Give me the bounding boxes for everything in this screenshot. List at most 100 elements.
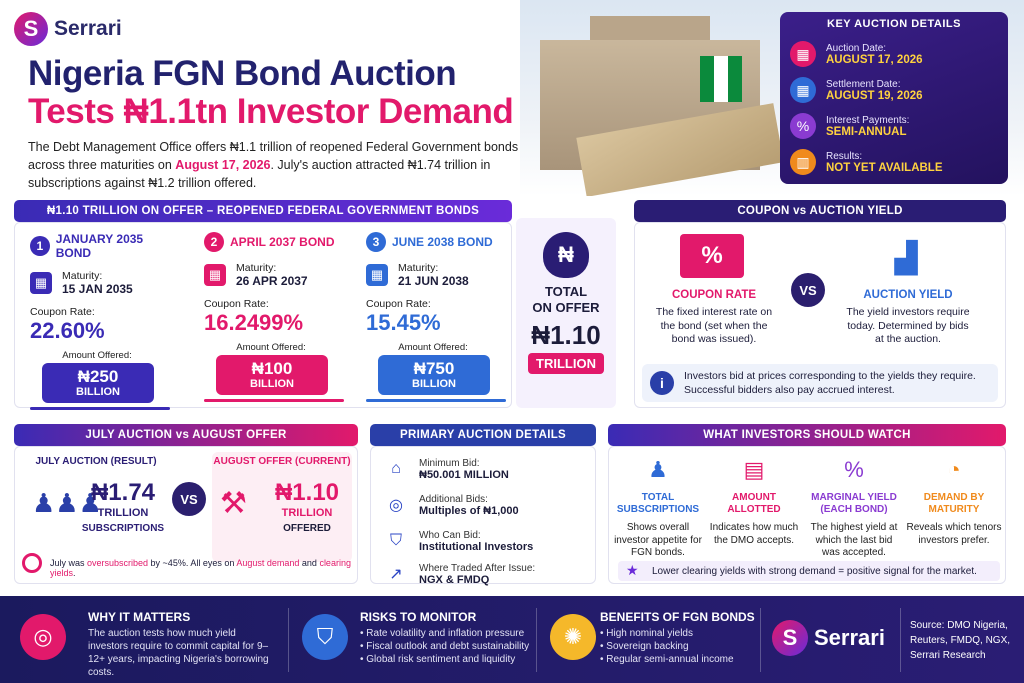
bond-number: 1 bbox=[30, 236, 50, 256]
flag-icon-green-left bbox=[700, 56, 714, 102]
watch-demand-by-maturity: ◔ DEMAND BY MATURITY Reveals which tenor… bbox=[906, 452, 1002, 547]
shield-check-icon: ⛉ bbox=[389, 532, 402, 549]
auction-yield-text: The yield investors require today. Deter… bbox=[846, 306, 970, 345]
brand-logo: S Serrari bbox=[14, 12, 122, 46]
bond-name: APRIL 2037 BOND bbox=[230, 235, 335, 249]
bond-1: 1 JANUARY 2035 BOND ▦ Maturity: 15 JAN 203… bbox=[30, 232, 180, 410]
key-detail-settlement-date: ▦ Settlement Date: AUGUST 19, 2026 bbox=[790, 72, 998, 108]
serrari-logo-icon: S bbox=[14, 12, 48, 46]
key-detail-results: ▥ Results: NOT YET AVAILABLE bbox=[790, 144, 998, 180]
people-group-icon: ♟ bbox=[648, 457, 668, 482]
bond-number: 3 bbox=[366, 232, 386, 252]
flag-icon-green-right bbox=[728, 56, 742, 102]
august-panel bbox=[212, 452, 352, 562]
document-check-icon: ▤ bbox=[743, 457, 765, 482]
coupon-rate-text: The fixed interest rate on the bond (set… bbox=[655, 306, 773, 345]
watch-marginal-yield: % MARGINAL YIELD (EACH BOND) The highest… bbox=[806, 452, 902, 560]
divider bbox=[30, 407, 170, 410]
percent-icon: % bbox=[844, 457, 864, 482]
info-note-box bbox=[642, 364, 998, 402]
footer: ◎ WHY IT MATTERS The auction tests how m… bbox=[0, 596, 1024, 683]
watch-total-subscriptions: ♟ TOTAL SUBSCRIPTIONS Shows overall inve… bbox=[610, 452, 706, 560]
offer-header: ₦1.10 TRILLION ON OFFER – REOPENED FEDER… bbox=[14, 200, 512, 222]
primary-row-additional-bids: ◎ Additional Bids: Multiples of ₦1,000 bbox=[383, 487, 583, 523]
star-icon: ★ bbox=[626, 562, 639, 578]
primary-row-traded: ↗ Where Traded After Issue: NGX & FMDQ bbox=[383, 559, 583, 589]
august-label: AUGUST OFFER (CURRENT) bbox=[213, 456, 351, 467]
watch-note: Lower clearing yields with strong demand… bbox=[652, 566, 977, 577]
coupon-rate-title: COUPON RATE bbox=[671, 289, 757, 301]
key-auction-details: KEY AUCTION DETAILS ▦ Auction Date: AUGUS… bbox=[780, 12, 1008, 184]
july-figure: ₦1.74 TRILLION SUBSCRIPTIONS bbox=[81, 479, 165, 534]
pie-chart-icon: ◔ bbox=[947, 457, 961, 482]
bond-coupon: 22.60% bbox=[30, 318, 105, 343]
july-vs-august-header: JULY AUCTION vs AUGUST OFFER bbox=[14, 424, 358, 446]
brand-name: Serrari bbox=[54, 17, 122, 40]
primary-auction-card: ⌂ Minimum Bid: ₦50.001 MILLION ◎ Additional… bbox=[370, 446, 596, 586]
bond-maturity: 26 APR 2037 bbox=[236, 274, 308, 288]
page-subtitle: Tests ₦1.1tn Investor Demand bbox=[28, 92, 514, 131]
bond-maturity: 21 JUN 2038 bbox=[398, 274, 469, 288]
primary-row-min-bid: ⌂ Minimum Bid: ₦50.001 MILLION bbox=[383, 451, 583, 487]
total-on-offer: ₦ TOTAL ON OFFER ₦1.10 TRILLION bbox=[516, 218, 616, 408]
gavel-icon: ⚒ bbox=[220, 487, 247, 520]
shield-check-icon: ⛉ bbox=[302, 614, 348, 660]
info-note-text: Investors bid at prices corresponding to… bbox=[684, 370, 976, 396]
percent-icon: % bbox=[790, 113, 816, 139]
vs-badge: VS bbox=[172, 482, 206, 516]
growth-chart-icon: ▟ bbox=[894, 241, 918, 275]
divider bbox=[760, 608, 761, 672]
key-detail-auction-date: ▦ Auction Date: AUGUST 17, 2026 bbox=[790, 36, 998, 72]
chart-icon: ▥ bbox=[790, 149, 816, 175]
flag-icon-white bbox=[714, 56, 728, 102]
divider bbox=[900, 608, 901, 672]
money-bag-icon: ₦ bbox=[543, 232, 589, 278]
watch-note-box bbox=[618, 561, 1000, 581]
bond-coupon: 16.2499% bbox=[204, 310, 304, 335]
bond-amount: ₦100 BILLION bbox=[216, 355, 328, 395]
calendar-icon: ▦ bbox=[30, 272, 52, 294]
auction-yield-title: AUCTION YIELD bbox=[863, 289, 953, 301]
july-note: July was oversubscribed by ~45%. All eye… bbox=[50, 558, 351, 578]
lightbulb-icon: ✺ bbox=[550, 614, 596, 660]
benefits-title: BENEFITS OF FGN BONDS bbox=[600, 610, 755, 624]
bank-icon: ⌂ bbox=[391, 460, 401, 477]
total-amount: ₦1.10 bbox=[531, 320, 601, 350]
divider bbox=[288, 608, 289, 672]
source-text: Source: DMO Nigeria, Reuters, FMDQ, NGX,… bbox=[910, 620, 1011, 661]
serrari-logo-icon: S bbox=[772, 620, 808, 656]
bond-name: JUNE 2038 BOND bbox=[392, 235, 493, 249]
people-group-icon: ♟♟♟ bbox=[32, 488, 102, 518]
key-details-title: KEY AUCTION DETAILS bbox=[827, 18, 961, 30]
why-text: The auction tests how much yield investo… bbox=[88, 628, 269, 678]
bond-2: 2 APRIL 2037 BOND ▦ Maturity: 26 APR 2037 … bbox=[204, 232, 354, 402]
vs-badge: VS bbox=[791, 273, 825, 307]
coupon-vs-yield-header: COUPON vs AUCTION YIELD bbox=[634, 200, 1006, 222]
info-icon: i bbox=[650, 371, 674, 395]
target-icon bbox=[22, 553, 42, 573]
calendar-icon: ▦ bbox=[204, 264, 226, 286]
intro-text: The Debt Management Office offers ₦1.1 t… bbox=[28, 140, 519, 190]
bond-amount: ₦750 BILLION bbox=[378, 355, 490, 395]
calendar-icon: ▦ bbox=[366, 264, 388, 286]
primary-row-who-can-bid: ⛉ Who Can Bid: Institutional Investors bbox=[383, 523, 583, 559]
bond-number: 2 bbox=[204, 232, 224, 252]
divider bbox=[204, 399, 344, 402]
bond-3: 3 JUNE 2038 BOND ▦ Maturity: 21 JUN 2038 C… bbox=[366, 232, 516, 402]
watch-header: WHAT INVESTORS SHOULD WATCH bbox=[608, 424, 1006, 446]
divider bbox=[536, 608, 537, 672]
why-title: WHY IT MATTERS bbox=[88, 610, 191, 624]
primary-auction-header: PRIMARY AUCTION DETAILS bbox=[370, 424, 596, 446]
bond-name: JANUARY 2035 BOND bbox=[55, 232, 144, 260]
bond-amount: ₦250 BILLION bbox=[42, 363, 154, 403]
august-figure: ₦1.10 TRILLION OFFERED bbox=[274, 479, 340, 534]
divider bbox=[366, 399, 506, 402]
risks-list: • Rate volatility and inflation pressure… bbox=[360, 628, 530, 665]
calendar-icon: ▦ bbox=[790, 77, 816, 103]
calendar-icon: ▦ bbox=[790, 41, 816, 67]
watch-amount-allotted: ▤ AMOUNT ALLOTTED Indicates how much the… bbox=[706, 452, 802, 547]
page-title: Nigeria FGN Bond Auction bbox=[28, 54, 457, 93]
trend-chart-icon: ↗ bbox=[389, 566, 403, 583]
coupon-ticket-icon: % bbox=[680, 234, 744, 278]
footer-brand: S Serrari bbox=[772, 620, 885, 656]
